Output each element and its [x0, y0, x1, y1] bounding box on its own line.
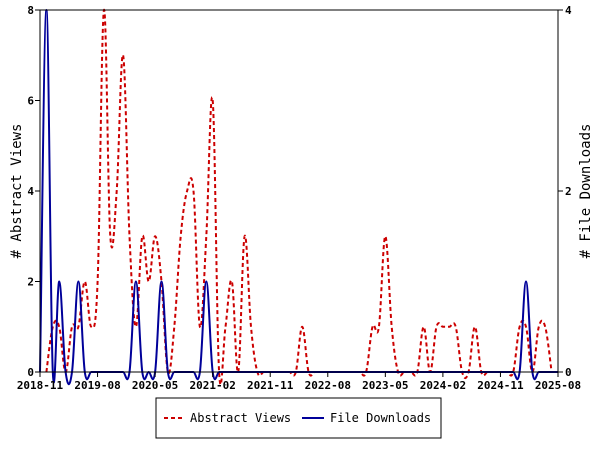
y-left-tick-label: 2	[27, 276, 34, 289]
x-tick-label: 2025-08	[535, 379, 581, 392]
series-line-file-downloads	[39, 9, 558, 386]
x-tick-label: 2023-05	[362, 379, 408, 392]
y-axis-left: 0 2 4 6 8	[27, 4, 40, 379]
y-right-tick-label: 2	[565, 185, 572, 198]
legend-label-abstract-views: Abstract Views	[190, 411, 291, 425]
x-tick-label: 2020-05	[132, 379, 178, 392]
x-tick-label: 2021-11	[247, 379, 294, 392]
y-left-tick-label: 8	[27, 4, 34, 17]
chart-marks	[39, 8, 558, 386]
x-tick-label: 2019-08	[74, 379, 120, 392]
y-right-tick-label: 4	[565, 4, 572, 17]
y-axis-left-title: # Abstract Views	[9, 124, 25, 259]
y-left-tick-label: 6	[27, 95, 34, 108]
legend: Abstract Views File Downloads	[155, 397, 442, 439]
x-tick-label: 2021-02	[189, 379, 235, 392]
series-line-abstract-views	[45, 8, 553, 386]
legend-box	[155, 397, 442, 439]
y-left-tick-label: 4	[27, 185, 34, 198]
y-right-tick-label: 0	[565, 366, 572, 379]
x-tick-label: 2022-08	[305, 379, 351, 392]
x-tick-label: 2018-11	[17, 379, 64, 392]
y-left-tick-label: 0	[27, 366, 34, 379]
x-tick-label: 2024-02	[420, 379, 466, 392]
legend-label-file-downloads: File Downloads	[330, 411, 431, 425]
y-axis-right-title: # File Downloads	[578, 124, 594, 259]
x-tick-label: 2024-11	[477, 379, 524, 392]
x-axis: 2018-11 2019-08 2020-05 2021-02 2021-11 2022-…	[17, 372, 581, 392]
y-axis-right: 0 2 4	[558, 4, 572, 379]
